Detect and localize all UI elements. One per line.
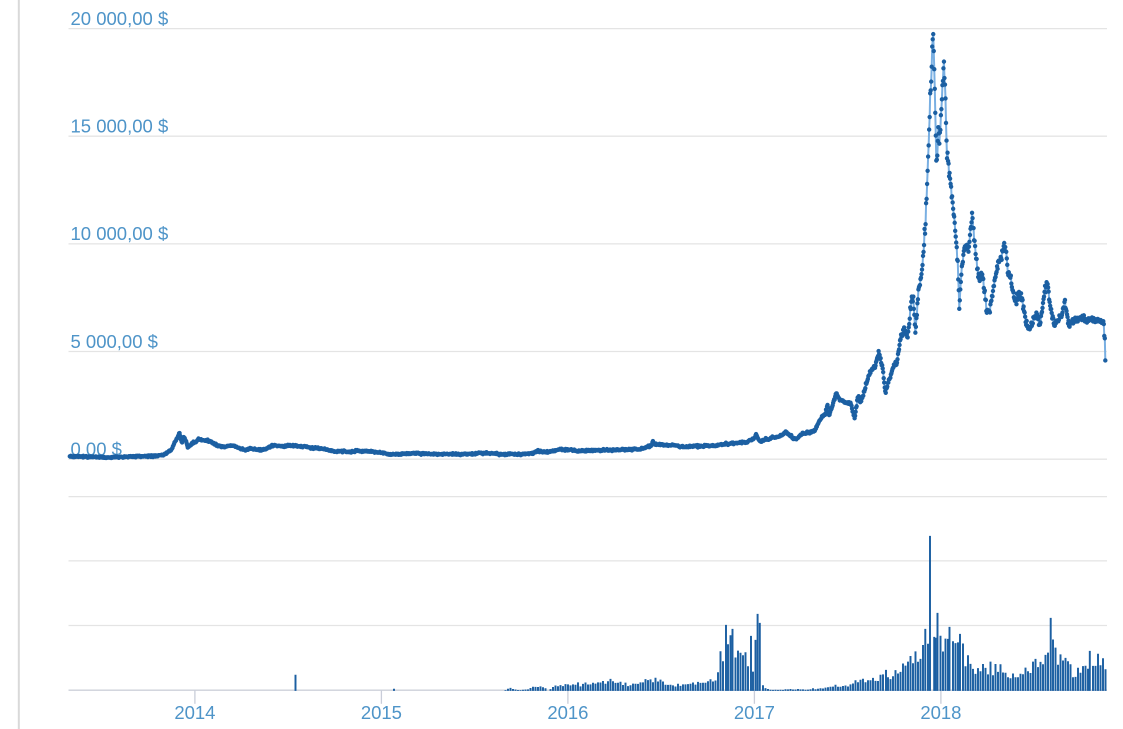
svg-text:2016: 2016 [547,702,588,723]
svg-text:2015: 2015 [361,702,402,723]
svg-text:2018: 2018 [920,702,961,723]
svg-text:15 000,00 $: 15 000,00 $ [71,116,169,137]
svg-text:5 000,00 $: 5 000,00 $ [71,331,158,352]
svg-text:2017: 2017 [734,702,775,723]
svg-text:10 000,00 $: 10 000,00 $ [71,223,169,244]
svg-text:2014: 2014 [174,702,215,723]
svg-text:20 000,00 $: 20 000,00 $ [71,8,169,29]
